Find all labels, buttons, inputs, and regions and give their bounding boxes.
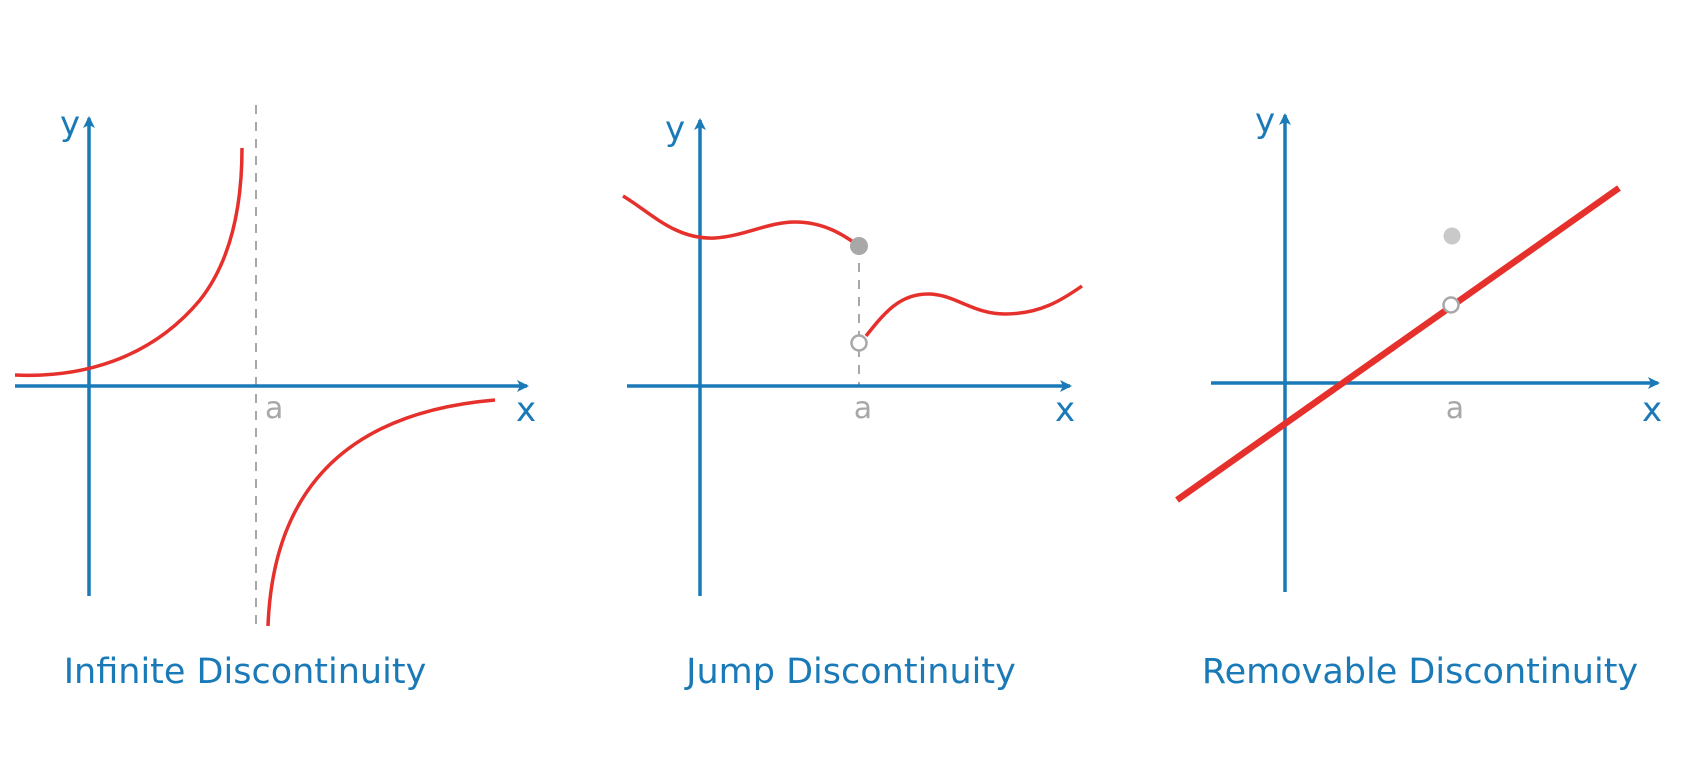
tick-label-a: a <box>1446 391 1464 426</box>
panel-jump-discontinuity: y x a Jump Discontinuity <box>622 109 1084 692</box>
panel-caption: Infinite Discontinuity <box>64 652 427 692</box>
hole-point <box>1442 296 1460 314</box>
open-point <box>850 334 868 352</box>
panel-infinite-discontinuity: y x a Infinite Discontinuity <box>14 104 536 692</box>
curve-left-branch <box>14 147 244 378</box>
displaced-point <box>1443 227 1461 245</box>
x-axis-label: x <box>516 390 536 430</box>
y-axis-label: y <box>665 109 685 149</box>
y-axis-label: y <box>1255 101 1275 141</box>
panel-caption: Removable Discontinuity <box>1202 652 1638 692</box>
panel-caption: Jump Discontinuity <box>684 652 1016 692</box>
x-axis-label: x <box>1642 390 1662 430</box>
x-axis-label: x <box>1055 390 1075 430</box>
y-axis-label: y <box>60 104 80 144</box>
curve-left-piece <box>622 194 861 248</box>
filled-point <box>850 237 868 255</box>
linear-function-line <box>1175 185 1621 503</box>
tick-label-a: a <box>854 391 872 426</box>
tick-label-a: a <box>265 391 283 426</box>
curve-right-branch <box>266 398 496 627</box>
curve-right-piece <box>864 284 1084 338</box>
panel-removable-discontinuity: y x a Removable Discontinuity <box>1175 101 1662 692</box>
